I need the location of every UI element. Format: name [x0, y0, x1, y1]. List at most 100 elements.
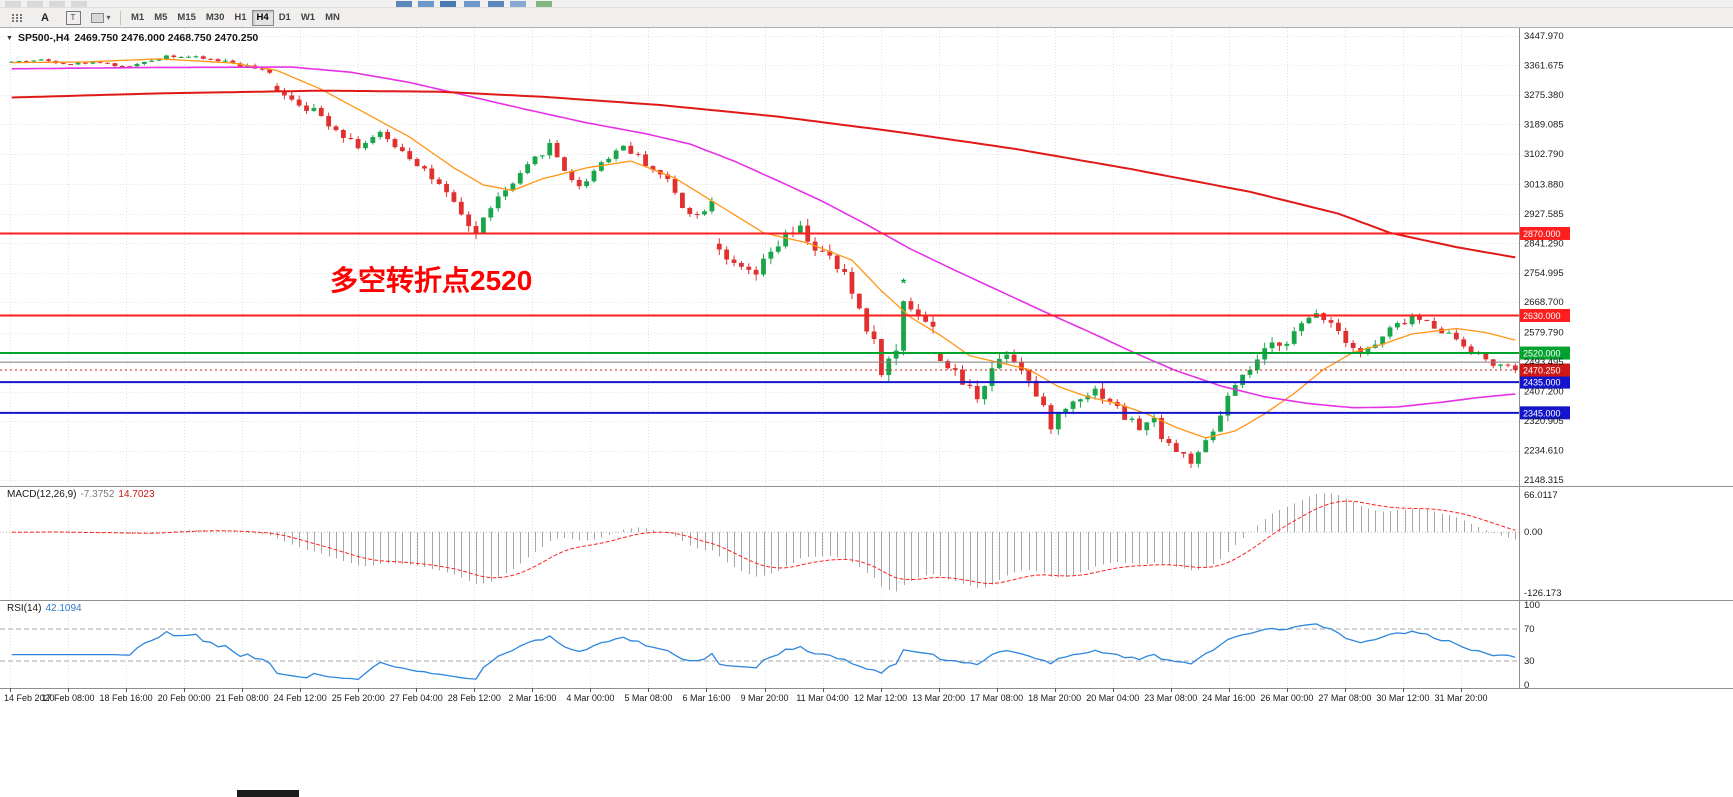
- svg-text:2435.000: 2435.000: [1523, 378, 1561, 388]
- svg-text:2493.495: 2493.495: [1524, 357, 1564, 368]
- grid-dots-icon: [11, 13, 23, 22]
- svg-text:2927.585: 2927.585: [1524, 209, 1564, 220]
- price-badge: [1520, 308, 1570, 322]
- cut-icon-fragment: [464, 1, 480, 7]
- svg-text:13 Mar 20:00: 13 Mar 20:00: [912, 693, 965, 703]
- tf-m5[interactable]: M5: [149, 10, 172, 26]
- text-tool-icon[interactable]: A: [41, 11, 49, 24]
- svg-text:-126.173: -126.173: [1524, 588, 1562, 599]
- price-badge: [1520, 406, 1570, 420]
- svg-text:3447.970: 3447.970: [1524, 31, 1564, 42]
- svg-text:100: 100: [1524, 600, 1540, 611]
- tf-m1[interactable]: M1: [126, 10, 149, 26]
- rsi-indicator-label: RSI(14) 42.1094: [7, 603, 82, 614]
- grid: [0, 28, 1519, 688]
- chart-area: * 2870.000 2630.000 2520.000 2435.000 2345.00…: [0, 28, 1733, 711]
- svg-text:2668.700: 2668.700: [1524, 297, 1564, 308]
- price-badge: [1520, 363, 1570, 377]
- svg-text:3275.380: 3275.380: [1524, 90, 1564, 101]
- svg-text:14 Feb 2020: 14 Feb 2020: [4, 693, 55, 703]
- svg-text:26 Mar 00:00: 26 Mar 00:00: [1260, 693, 1313, 703]
- boxed-t-icon: T: [65, 10, 81, 25]
- svg-text:2579.790: 2579.790: [1524, 328, 1564, 339]
- svg-text:2630.000: 2630.000: [1523, 311, 1561, 321]
- svg-text:2148.315: 2148.315: [1524, 475, 1564, 486]
- tf-h1[interactable]: H1: [229, 10, 251, 26]
- svg-text:2234.610: 2234.610: [1524, 446, 1564, 457]
- price-badge: [1520, 375, 1570, 389]
- svg-text:2870.000: 2870.000: [1523, 229, 1561, 239]
- svg-text:70: 70: [1524, 624, 1535, 635]
- svg-text:11 Mar 04:00: 11 Mar 04:00: [796, 693, 848, 703]
- cut-icon-fragment: [396, 1, 412, 7]
- svg-text:2407.200: 2407.200: [1524, 387, 1564, 398]
- svg-text:23 Mar 08:00: 23 Mar 08:00: [1144, 693, 1197, 703]
- cut-icon-fragment: [27, 1, 43, 7]
- cut-icon-fragment: [71, 1, 87, 7]
- tf-w1[interactable]: W1: [296, 10, 320, 26]
- macd-indicator-label: MACD(12,26,9) -7.3752 14.7023: [7, 489, 155, 500]
- cut-icon-fragment: [5, 1, 21, 7]
- svg-text:30: 30: [1524, 656, 1535, 667]
- macd-name: MACD(12,26,9): [7, 489, 77, 500]
- svg-text:17 Mar 08:00: 17 Mar 08:00: [970, 693, 1023, 703]
- svg-text:3189.085: 3189.085: [1524, 119, 1564, 130]
- svg-text:17 Feb 08:00: 17 Feb 08:00: [42, 693, 95, 703]
- svg-text:12 Mar 12:00: 12 Mar 12:00: [854, 693, 907, 703]
- svg-text:2320.905: 2320.905: [1524, 416, 1564, 427]
- chart-collapse-icon[interactable]: ▼: [6, 34, 13, 42]
- cut-icon-fragment: [418, 1, 434, 7]
- price-chart-svg[interactable]: * 2870.000 2630.000 2520.000 2435.000 2345.00…: [0, 28, 1733, 711]
- price-badge: [1520, 226, 1570, 240]
- svg-text:18 Feb 16:00: 18 Feb 16:00: [100, 693, 153, 703]
- shapes-dropdown-icon[interactable]: ▾: [88, 9, 114, 27]
- svg-text:25 Feb 20:00: 25 Feb 20:00: [332, 693, 385, 703]
- macd-main-value: -7.3752: [80, 489, 115, 500]
- tf-m30[interactable]: M30: [201, 10, 229, 26]
- svg-text:0: 0: [1524, 680, 1529, 691]
- trade-marker: *: [901, 275, 907, 290]
- svg-text:27 Mar 08:00: 27 Mar 08:00: [1318, 693, 1371, 703]
- svg-text:20 Mar 04:00: 20 Mar 04:00: [1086, 693, 1139, 703]
- shape-icon: [91, 12, 105, 23]
- cut-icon-fragment: [49, 1, 65, 7]
- svg-text:3013.880: 3013.880: [1524, 179, 1564, 190]
- svg-text:2345.000: 2345.000: [1523, 408, 1561, 418]
- svg-text:3102.790: 3102.790: [1524, 149, 1564, 160]
- svg-text:2841.290: 2841.290: [1524, 238, 1564, 249]
- svg-text:2470.250: 2470.250: [1523, 366, 1561, 376]
- chart-toolbar: A T ▾ M1 M5 M15 M30 H1 H4 D1 W1 MN: [0, 8, 1733, 28]
- svg-text:0.00: 0.00: [1524, 527, 1543, 538]
- svg-text:2754.995: 2754.995: [1524, 268, 1564, 279]
- svg-text:2520.000: 2520.000: [1523, 349, 1561, 359]
- cut-icon-fragment: [510, 1, 526, 7]
- chevron-down-icon: ▾: [106, 13, 111, 22]
- rsi-value: 42.1094: [45, 603, 82, 614]
- ma-mid-magenta: [11, 66, 1516, 409]
- svg-text:28 Feb 12:00: 28 Feb 12:00: [448, 693, 501, 703]
- tf-mn[interactable]: MN: [320, 10, 345, 26]
- svg-text:66.0117: 66.0117: [1524, 490, 1558, 501]
- tf-m15[interactable]: M15: [172, 10, 200, 26]
- svg-text:30 Mar 12:00: 30 Mar 12:00: [1376, 693, 1429, 703]
- macd-signal-line: [11, 500, 1516, 585]
- macd-signal-value: 14.7023: [118, 489, 155, 500]
- bottom-strip: [0, 711, 1733, 797]
- svg-text:6 Mar 16:00: 6 Mar 16:00: [682, 693, 730, 703]
- grid-icon[interactable]: [4, 9, 30, 27]
- svg-text:9 Mar 20:00: 9 Mar 20:00: [740, 693, 788, 703]
- tf-h4[interactable]: H4: [251, 9, 274, 26]
- svg-text:31 Mar 20:00: 31 Mar 20:00: [1434, 693, 1487, 703]
- svg-text:4 Mar 00:00: 4 Mar 00:00: [566, 693, 614, 703]
- chart-annotation: 多空转折点2520: [330, 265, 533, 296]
- ohlc-values: 2469.750 2476.000 2468.750 2470.250: [74, 32, 259, 44]
- textbox-tool-icon[interactable]: T: [60, 9, 86, 27]
- candlestick-layer: [9, 54, 1518, 469]
- price-badge: [1520, 346, 1570, 360]
- svg-text:21 Feb 08:00: 21 Feb 08:00: [216, 693, 269, 703]
- cut-icon-fragment: [488, 1, 504, 7]
- rsi-name: RSI(14): [7, 603, 42, 614]
- tf-d1[interactable]: D1: [274, 10, 296, 26]
- symbol-label: SP500-,H4: [17, 32, 70, 44]
- svg-text:5 Mar 08:00: 5 Mar 08:00: [624, 693, 672, 703]
